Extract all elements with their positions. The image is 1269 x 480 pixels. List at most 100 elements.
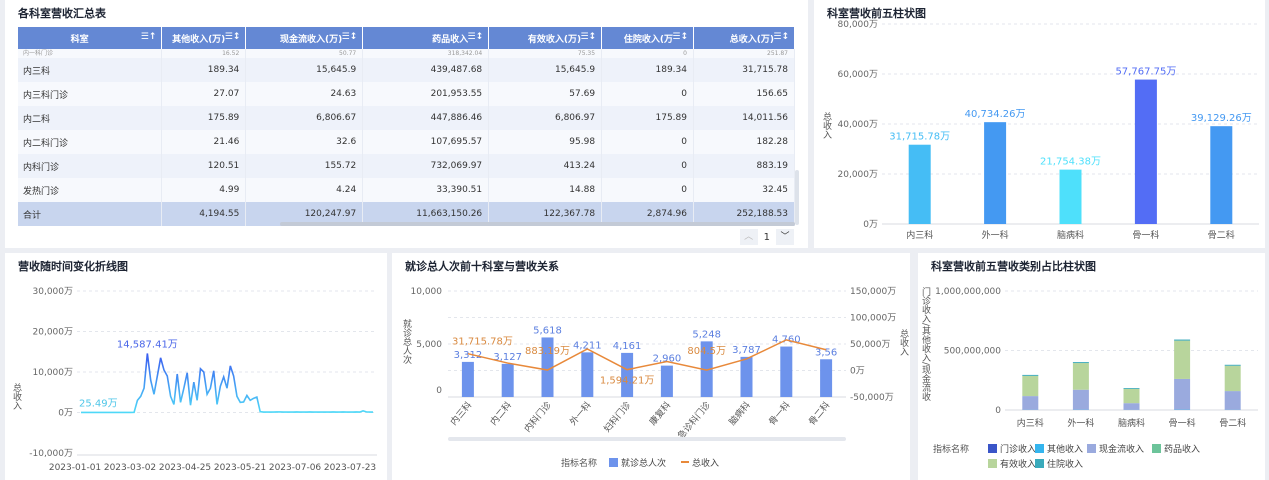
panel-title: 科室营收前五营收类别占比柱状图 xyxy=(931,260,1096,273)
pagination: ︿ 1 ﹀ xyxy=(739,229,794,245)
x-tick-label: 内二科 xyxy=(487,399,514,427)
table-row[interactable]: 发热门诊 4.99 4.24 33,390.51 14.88 0 32.45 xyxy=(18,178,795,202)
table-cell: 175.89 xyxy=(601,106,694,130)
stacked-bar-segment xyxy=(1224,364,1241,366)
line-data-label: 804.5万 xyxy=(687,346,726,357)
table-cell: 31,715.78 xyxy=(693,58,795,82)
sort-icon[interactable]: ☰↕ xyxy=(672,32,688,42)
table-cell: 201,953.55 xyxy=(362,82,490,106)
table-row[interactable]: 内三科 189.34 15,645.9 439,487.68 15,645.9 189.3… xyxy=(18,58,795,82)
table-cell: 32.45 xyxy=(693,178,795,202)
table-cell: 75.35 xyxy=(488,49,603,58)
x-tick-label: 内三科 xyxy=(906,229,933,241)
bar-data-label: 21,754.38万 xyxy=(1040,157,1101,168)
table-cell: 4.24 xyxy=(245,178,364,202)
table-cell: 15,645.9 xyxy=(245,58,364,82)
bar xyxy=(501,363,514,397)
column-header[interactable]: 其他收入(万) ☰↕ xyxy=(161,27,247,49)
table-row[interactable]: 内科门诊 120.51 155.72 732,069.97 413.24 0 883.19 xyxy=(18,154,795,178)
bar xyxy=(660,365,673,397)
sort-icon[interactable]: ☰↕ xyxy=(341,32,358,42)
table-cell: 57.69 xyxy=(488,82,603,106)
table-cell: 189.34 xyxy=(161,58,247,82)
summary-table: 科室 ☰↑ 其他收入(万) ☰↕ 现金流收入(万) ☰↕ 药品收入 ☰↕ 有效收入(万) ☰↕ 住院… xyxy=(18,27,795,226)
y-tick-label: 0万 xyxy=(863,220,878,230)
horizontal-scrollbar[interactable] xyxy=(280,222,795,226)
table-cell: 6,806.97 xyxy=(488,106,603,130)
legend-swatch-bar xyxy=(609,458,618,467)
panel-title: 科室营收前五柱状图 xyxy=(827,7,926,20)
table-row[interactable]: 内二科 175.89 6,806.67 447,886.46 6,806.97 175.8… xyxy=(18,106,795,130)
vertical-scrollbar[interactable] xyxy=(795,170,799,225)
left-y-tick-label: 10,000 xyxy=(411,287,443,297)
prev-page-button[interactable]: ︿ xyxy=(739,229,758,245)
bar xyxy=(581,352,594,397)
stacked-bar-segment xyxy=(1123,388,1140,404)
horizontal-scrollbar[interactable] xyxy=(448,437,846,441)
y-axis-title: 总收入 xyxy=(11,382,22,410)
bar xyxy=(461,361,474,397)
left-y-tick-label: 0 xyxy=(436,386,442,396)
x-tick-label: 骨二科 xyxy=(806,399,833,427)
legend-title: 指标名称 xyxy=(933,443,969,455)
sort-icon[interactable]: ☰↕ xyxy=(467,32,484,42)
right-y-axis-title: 总收入 xyxy=(898,328,909,356)
next-page-button[interactable]: ﹀ xyxy=(776,229,794,245)
x-tick-label: 内三科 xyxy=(1017,417,1044,429)
sort-icon[interactable]: ☰↑ xyxy=(140,32,157,42)
sort-icon[interactable]: ☰↕ xyxy=(224,32,241,42)
bar-data-label: 31,715.78万 xyxy=(889,132,950,143)
x-tick-label: 骨一科 xyxy=(1132,229,1159,241)
table-cell: 内三科 xyxy=(18,58,163,82)
stacked-bar-segment xyxy=(1072,389,1089,410)
column-header[interactable]: 现金流收入(万) ☰↕ xyxy=(245,27,364,49)
column-header[interactable]: 有效收入(万) ☰↕ xyxy=(488,27,603,49)
right-y-tick-label: 50,000万 xyxy=(850,340,891,350)
y-tick-label: 20,000万 xyxy=(838,170,879,180)
table-row[interactable]: 内一科门诊 16.52 50.77 318,342.04 75.35 0 251.87 xyxy=(18,49,795,58)
sort-icon[interactable]: ☰↕ xyxy=(580,32,597,42)
x-tick-label: 脑病科 xyxy=(1118,417,1145,429)
column-header-label: 有效收入(万) xyxy=(527,34,582,45)
bar xyxy=(1134,79,1157,224)
table-cell: 251.87 xyxy=(693,49,795,58)
table-cell: 156.65 xyxy=(693,82,795,106)
legend-label: 其他收入 xyxy=(1047,443,1083,455)
table-cell: 4.99 xyxy=(161,178,247,202)
table-row[interactable]: 内二科门诊 21.46 32.6 107,695.57 95.98 0 182.28 xyxy=(18,130,795,154)
table-cell: 内二科 xyxy=(18,106,163,130)
table-cell: 155.72 xyxy=(245,154,364,178)
right-y-tick-label: 0万 xyxy=(850,367,865,377)
column-header[interactable]: 总收入(万) ☰↕ xyxy=(693,27,795,49)
legend-swatch xyxy=(988,459,997,468)
y-tick-label: 20,000万 xyxy=(33,328,74,338)
column-header[interactable]: 住院收入(万 ☰↕ xyxy=(601,27,694,49)
sort-icon[interactable]: ☰↕ xyxy=(773,32,789,42)
bar xyxy=(700,341,713,397)
y-tick-label: 0 xyxy=(995,406,1001,416)
table-cell: 14,011.56 xyxy=(693,106,795,130)
column-header[interactable]: 科室 ☰↑ xyxy=(18,27,163,49)
table-cell: 14.88 xyxy=(488,178,603,202)
legend-label: 住院收入 xyxy=(1047,458,1083,470)
bar-data-label: 5,618 xyxy=(533,325,562,336)
y-tick-label: 80,000万 xyxy=(838,20,879,30)
bar-data-label: 39,129.26万 xyxy=(1191,113,1252,124)
x-tick-label: 外一科 xyxy=(1067,417,1094,429)
bar-data-label: 4,161 xyxy=(613,341,642,352)
table-cell: 16.52 xyxy=(161,49,247,58)
table-row[interactable]: 内三科门诊 27.07 24.63 201,953.55 57.69 0 156.65 xyxy=(18,82,795,106)
legend-swatch xyxy=(1087,444,1096,453)
table-cell: 21.46 xyxy=(161,130,247,154)
x-tick-label: 2023-03-02 xyxy=(104,463,156,473)
table-cell: 0 xyxy=(601,82,694,106)
stacked-bar-segment xyxy=(1072,363,1089,390)
bar xyxy=(984,122,1007,224)
bar xyxy=(541,337,554,397)
legend-swatch xyxy=(1035,444,1044,453)
bar xyxy=(820,359,833,397)
column-header[interactable]: 药品收入 ☰↕ xyxy=(362,27,490,49)
table-cell: 33,390.51 xyxy=(362,178,490,202)
table-cell: 内科门诊 xyxy=(18,154,163,178)
